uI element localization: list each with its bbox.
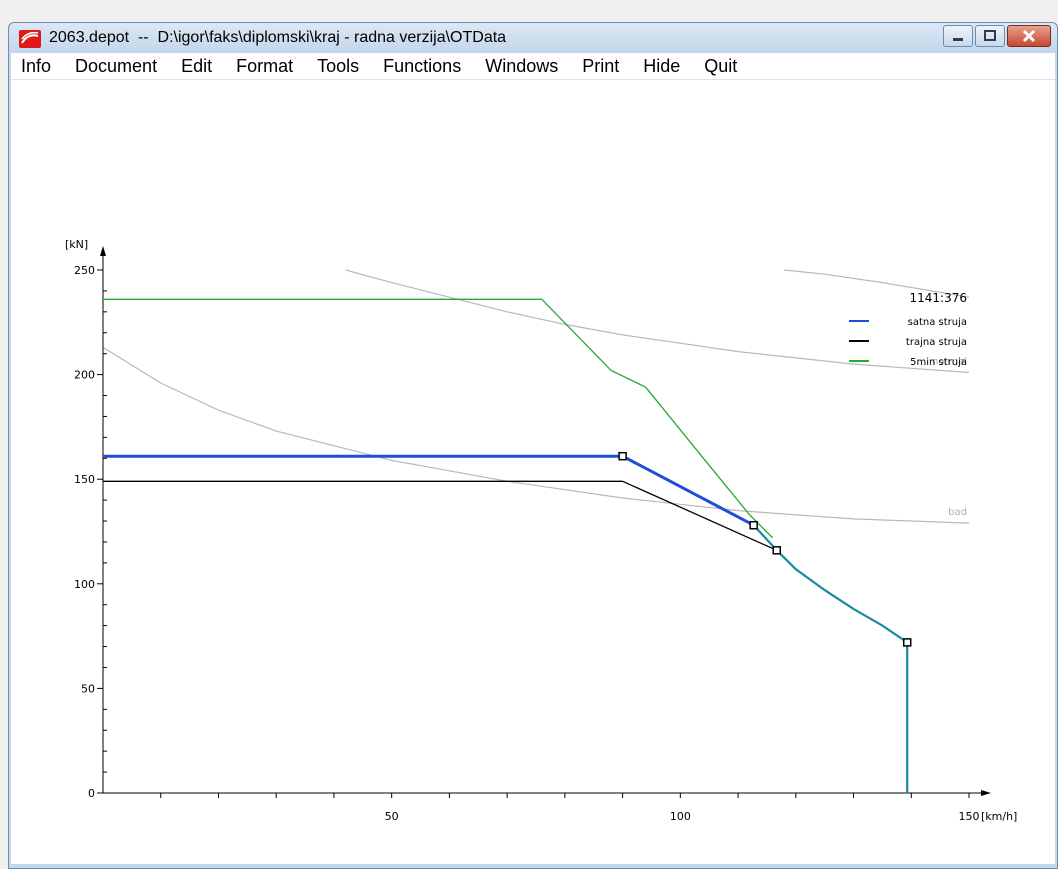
maximize-button[interactable] xyxy=(975,25,1005,47)
menu-windows[interactable]: Windows xyxy=(485,55,559,76)
app-logo-icon[interactable] xyxy=(19,30,41,48)
menu-print[interactable]: Print xyxy=(582,55,620,76)
legend-label-1: trajna struja xyxy=(906,337,967,348)
menu-edit[interactable]: Edit xyxy=(181,55,213,76)
legend-label-0: satna struja xyxy=(908,317,967,328)
title-bar[interactable]: 2063.depot -- D:\igor\faks\diplomski\kra… xyxy=(9,23,1057,53)
y-tick-label: 250 xyxy=(74,264,95,277)
x-tick-label: 50 xyxy=(385,810,399,823)
x-axis-arrow xyxy=(981,790,991,796)
data-marker xyxy=(902,638,912,647)
x-tick-label: 100 xyxy=(670,810,691,823)
corner-label: 1141:376 xyxy=(910,291,968,305)
minimize-button[interactable] xyxy=(943,25,973,47)
series-line-1 xyxy=(103,480,777,551)
x-tick-label: 150 xyxy=(959,810,980,823)
data-marker xyxy=(772,546,781,555)
close-button[interactable] xyxy=(1007,25,1051,47)
close-icon xyxy=(1022,29,1036,43)
menu-tools[interactable]: Tools xyxy=(317,55,360,76)
y-tick-label: 200 xyxy=(74,369,95,382)
data-marker xyxy=(618,451,627,461)
reference-curve-1 xyxy=(784,269,970,298)
y-tick-label: 0 xyxy=(88,787,95,800)
menu-quit[interactable]: Quit xyxy=(704,55,738,76)
minimize-icon xyxy=(953,38,963,41)
data-marker xyxy=(749,520,758,530)
menu-document[interactable]: Document xyxy=(75,55,158,76)
menu-functions[interactable]: Functions xyxy=(383,55,462,76)
chart-area: normal bad 0 50 100 150 200 250 50 100 150 [kN] [km/… xyxy=(11,80,1055,864)
menu-format[interactable]: Format xyxy=(236,55,294,76)
series-line-2 xyxy=(103,298,774,539)
window-controls xyxy=(943,25,1051,47)
maximize-icon xyxy=(984,30,996,41)
curve-label-bad: bad xyxy=(948,507,967,518)
curve-label-normal: normal xyxy=(932,357,967,368)
y-tick-label: 150 xyxy=(74,473,95,486)
menu-bar: Info Document Edit Format Tools Function… xyxy=(11,53,1055,80)
menu-hide[interactable]: Hide xyxy=(643,55,681,76)
reference-curve-2 xyxy=(102,346,970,524)
y-axis-label: [kN] xyxy=(65,238,88,251)
reference-curve-0 xyxy=(345,269,970,374)
app-window: 2063.depot -- D:\igor\faks\diplomski\kra… xyxy=(8,22,1058,869)
window-title: 2063.depot -- D:\igor\faks\diplomski\kra… xyxy=(49,29,507,46)
y-axis-arrow xyxy=(100,246,106,256)
x-axis-label: [km/h] xyxy=(981,810,1017,823)
menu-info[interactable]: Info xyxy=(21,55,52,76)
series-line-3 xyxy=(752,524,909,793)
legend-label-2: 5min struja xyxy=(910,357,967,368)
traction-chart: normal bad 0 50 100 150 200 250 50 100 150 [kN] [km/… xyxy=(65,238,1017,823)
y-tick-label: 50 xyxy=(81,682,95,695)
y-tick-label: 100 xyxy=(74,578,95,591)
